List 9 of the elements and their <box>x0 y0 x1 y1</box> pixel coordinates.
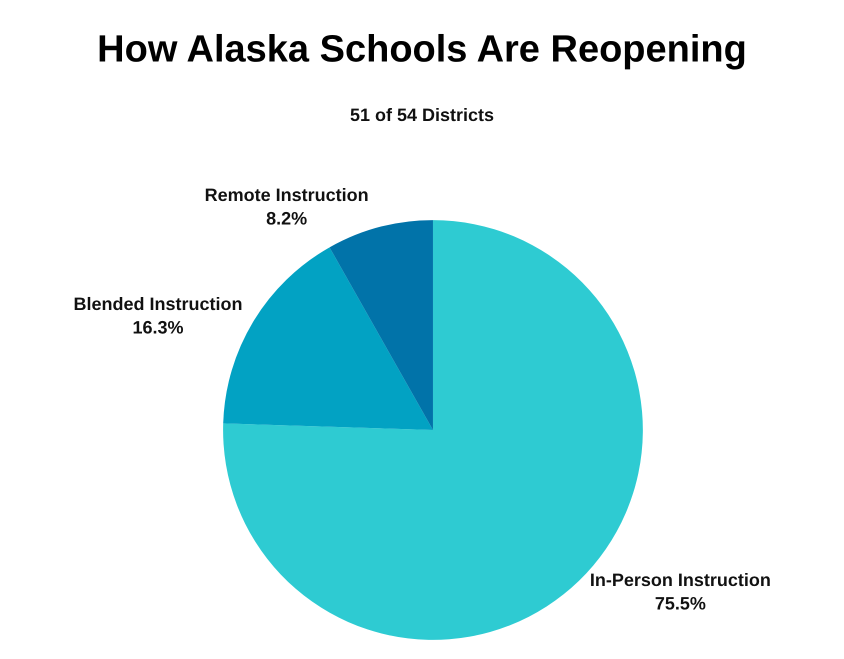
chart-title: How Alaska Schools Are Reopening <box>97 28 747 70</box>
pie-slice <box>330 220 433 430</box>
slice-label: Blended Instruction <box>73 294 242 314</box>
slice-label: Remote Instruction <box>204 185 369 206</box>
data-label: 16.3% <box>132 317 184 338</box>
chart-subtitle: 51 of 54 Districts <box>350 105 494 125</box>
data-label: 8.2% <box>266 208 308 228</box>
data-label: 75.5% <box>654 594 706 614</box>
slice-label: In-Person Instruction <box>590 570 771 590</box>
